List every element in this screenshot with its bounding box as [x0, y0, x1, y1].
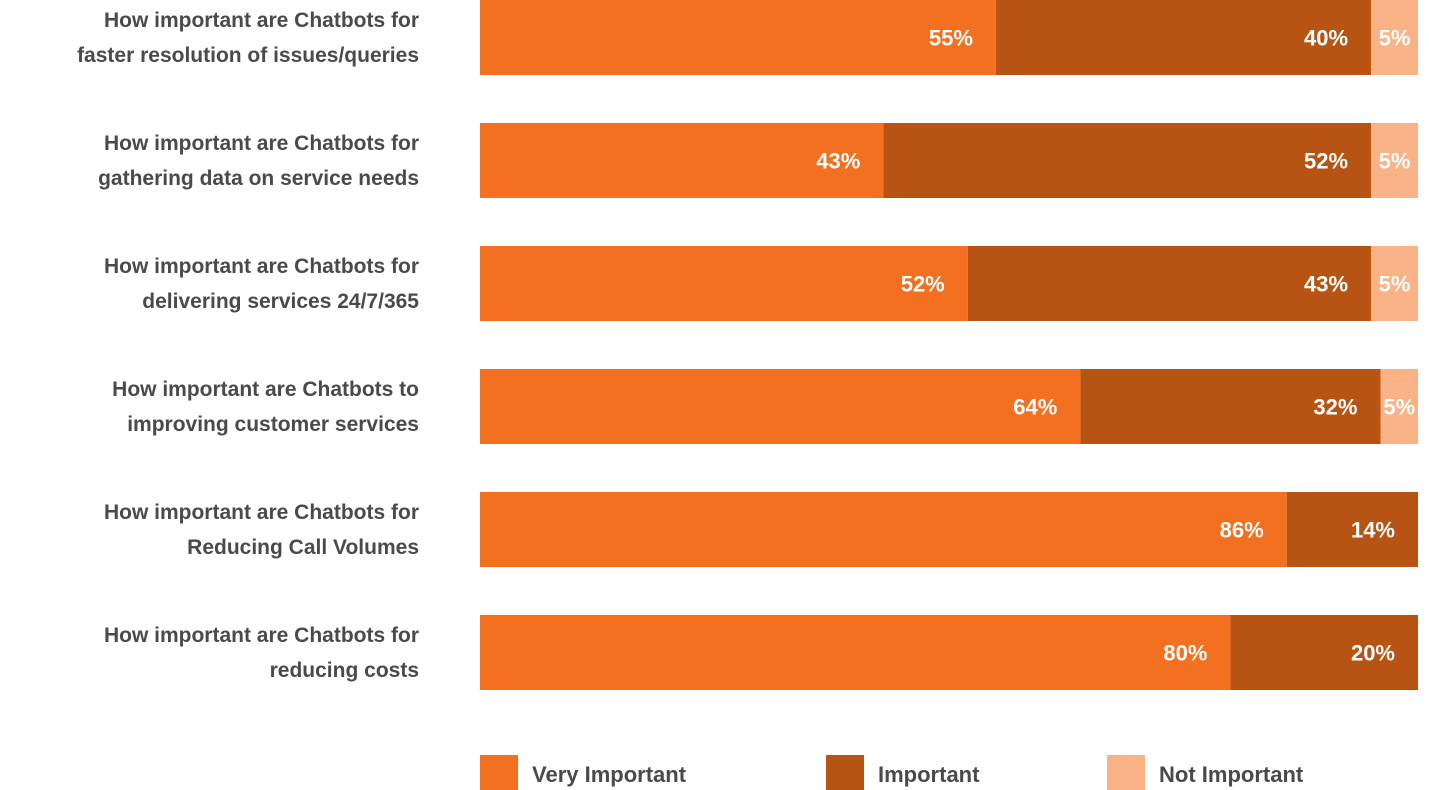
bar-row: 86% 14% — [480, 492, 1418, 567]
category-label: How important are Chatbots for Reducing C… — [104, 501, 419, 559]
data-label: 43% — [816, 149, 860, 174]
category-label: How important are Chatbots for faster res… — [77, 9, 419, 67]
data-label: 43% — [1304, 272, 1348, 297]
legend-item-important: Important — [826, 755, 980, 790]
bar-segment-very-important — [480, 246, 968, 321]
bar-segment-important — [1286, 492, 1418, 567]
legend: Very Important Important Not Important — [480, 755, 1304, 790]
category-label: How important are Chatbots for gathering … — [98, 132, 419, 190]
data-label: 20% — [1351, 641, 1395, 666]
bar-segment-important — [995, 0, 1372, 75]
data-label: 80% — [1163, 641, 1207, 666]
bar-segment-very-important — [480, 0, 996, 75]
legend-swatch — [1107, 755, 1145, 790]
bar-segment-important — [883, 123, 1372, 198]
data-label: 64% — [1013, 395, 1057, 420]
bar-segment-not-important — [1371, 123, 1418, 198]
legend-item-not-important: Not Important — [1107, 755, 1304, 790]
data-label: 32% — [1313, 395, 1357, 420]
bars-group: 55% 40% 5% 43% 52% 5% 52% 43% 5% 64% 32% 5% 86% 14% 80… — [480, 0, 1418, 690]
bar-row: 80% 20% — [480, 615, 1418, 690]
bar-segment-important — [967, 246, 1372, 321]
category-label: How important are Chatbots for reducing c… — [104, 624, 419, 682]
bar-segment-very-important — [480, 369, 1081, 444]
bar-segment-very-important — [480, 123, 884, 198]
legend-item-very-important: Very Important — [480, 755, 687, 790]
bar-segment-very-important — [480, 615, 1231, 690]
data-label: 5% — [1379, 26, 1411, 51]
data-label: 52% — [901, 272, 945, 297]
legend-swatch — [826, 755, 864, 790]
data-label: 86% — [1220, 518, 1264, 543]
bar-segment-not-important — [1371, 0, 1418, 75]
bar-segment-very-important — [480, 492, 1287, 567]
bar-row: 55% 40% 5% — [480, 0, 1418, 75]
data-label: 40% — [1304, 26, 1348, 51]
data-label: 5% — [1383, 395, 1415, 420]
data-label: 5% — [1379, 149, 1411, 174]
data-label: 5% — [1379, 272, 1411, 297]
category-labels-group: How important are Chatbots for faster res… — [77, 9, 419, 682]
legend-label: Not Important — [1159, 762, 1304, 787]
category-label: How important are Chatbots to improving c… — [112, 378, 419, 436]
bar-row: 43% 52% 5% — [480, 123, 1418, 198]
bar-row: 52% 43% 5% — [480, 246, 1418, 321]
bar-segment-important — [1080, 369, 1381, 444]
legend-label: Very Important — [532, 762, 687, 787]
bar-segment-important — [1230, 615, 1418, 690]
legend-label: Important — [878, 762, 980, 787]
data-label: 55% — [929, 26, 973, 51]
data-label: 52% — [1304, 149, 1348, 174]
legend-swatch — [480, 755, 518, 790]
category-label: How important are Chatbots for delivering… — [104, 255, 419, 313]
bar-segment-not-important — [1380, 369, 1418, 444]
data-label: 14% — [1351, 518, 1395, 543]
bar-segment-not-important — [1371, 246, 1418, 321]
bar-row: 64% 32% 5% — [480, 369, 1418, 444]
